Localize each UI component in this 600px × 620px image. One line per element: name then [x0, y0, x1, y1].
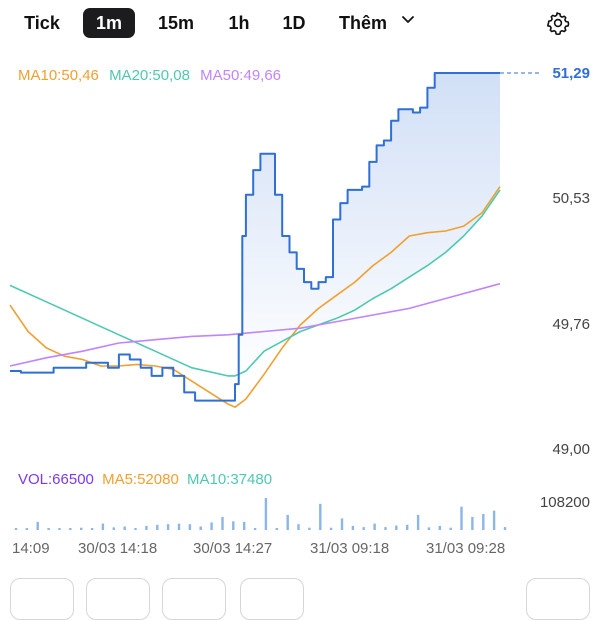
price-chart[interactable]: [0, 0, 600, 600]
tab-15m[interactable]: 15m: [157, 13, 195, 33]
price-line: [10, 72, 500, 402]
volume-bar: [286, 514, 289, 530]
volume-bar: [112, 527, 115, 530]
time-axis-label: 31/03 09:18: [310, 540, 390, 557]
volume-bar: [101, 523, 105, 530]
volume-bar: [384, 527, 387, 530]
ma10-legend: MA10:50,46: [18, 67, 99, 84]
volume-bar: [373, 523, 376, 530]
volume-bar: [14, 528, 18, 530]
tab-1h[interactable]: 1h: [228, 13, 250, 33]
volume-bar: [308, 527, 311, 530]
volume-bar: [275, 528, 278, 530]
price-area-fill: [235, 73, 500, 385]
time-axis-label: 30/03 14:27: [193, 540, 273, 557]
volume-bar: [460, 506, 463, 530]
tab-1m[interactable]: 1m: [83, 8, 135, 38]
volume-axis-max-label: 108200: [539, 494, 590, 511]
volume-bar: [319, 503, 322, 530]
tab-1d[interactable]: 1D: [282, 13, 306, 33]
volume-bar: [471, 516, 474, 530]
vol-ma10-legend: MA10:37480: [186, 471, 273, 488]
volume-bar: [253, 528, 257, 530]
volume-bar: [482, 514, 485, 530]
volume-bar: [340, 518, 344, 530]
volume-bar: [36, 521, 39, 530]
interval-tabs: Tick 1m 15m 1h 1D Thêm: [0, 0, 600, 46]
volume-bar: [25, 528, 29, 530]
price-axis-label: 49,00: [552, 441, 590, 458]
volume-bar: [134, 528, 137, 530]
time-axis-label: 31/03 09:28: [426, 540, 506, 557]
toolbar-button[interactable]: [86, 578, 150, 620]
time-axis-label: 14:09: [12, 540, 50, 557]
volume-bar: [80, 527, 83, 530]
volume-bar: [123, 526, 126, 530]
ma20-line: [9, 189, 501, 377]
volume-bar: [492, 510, 496, 530]
time-axis-label: 30/03 14:18: [78, 540, 158, 557]
price-axis-label: 49,76: [552, 316, 590, 333]
fullscreen-button[interactable]: [526, 578, 590, 620]
volume-bar: [438, 525, 441, 530]
toolbar-button[interactable]: [240, 578, 304, 620]
volume-bar: [47, 528, 50, 530]
volume-bar: [145, 525, 148, 530]
ma-legend: MA10:50,46 MA20:50,08 MA50:49,66: [18, 67, 287, 84]
tab-more[interactable]: Thêm: [339, 13, 388, 33]
volume-bar: [427, 527, 431, 530]
volume-bar: [449, 527, 452, 530]
volume-bar: [406, 524, 409, 530]
toolbar-button[interactable]: [10, 578, 74, 620]
volume-bar: [90, 528, 94, 530]
volume-bar: [416, 514, 420, 530]
volume-bar: [166, 524, 170, 530]
volume-bar: [221, 516, 224, 530]
volume-bar: [156, 524, 159, 530]
ma10-line: [9, 186, 501, 408]
volume-bar: [177, 523, 181, 530]
volume-bar: [362, 527, 365, 530]
volume-bar: [58, 528, 61, 530]
ma50-legend: MA50:49,66: [200, 67, 282, 84]
volume-bar: [503, 527, 507, 530]
gear-icon[interactable]: [546, 11, 570, 35]
volume-bar: [351, 525, 355, 530]
last-price-label: 51,29: [552, 65, 590, 82]
chevron-down-icon[interactable]: [401, 13, 415, 27]
volume-bar: [210, 522, 213, 530]
volume-bar: [69, 528, 72, 530]
tab-tick[interactable]: Tick: [24, 13, 60, 33]
volume-bar: [243, 521, 246, 530]
volume-bar: [264, 498, 268, 530]
volume-legend: VOL:66500 MA5:52080 MA10:37480: [18, 471, 276, 488]
volume-bar: [199, 526, 202, 530]
price-axis-label: 50,53: [552, 190, 590, 207]
volume-bar: [297, 524, 300, 530]
volume-bar: [329, 527, 333, 530]
vol-ma5-legend: MA5:52080: [102, 471, 179, 488]
volume-bar: [232, 521, 235, 530]
vol-legend: VOL:66500: [18, 471, 94, 488]
volume-bar: [395, 525, 398, 530]
ma50-line: [9, 282, 501, 367]
toolbar-button[interactable]: [162, 578, 226, 620]
ma20-legend: MA20:50,08: [109, 67, 190, 84]
volume-bar: [188, 524, 192, 530]
